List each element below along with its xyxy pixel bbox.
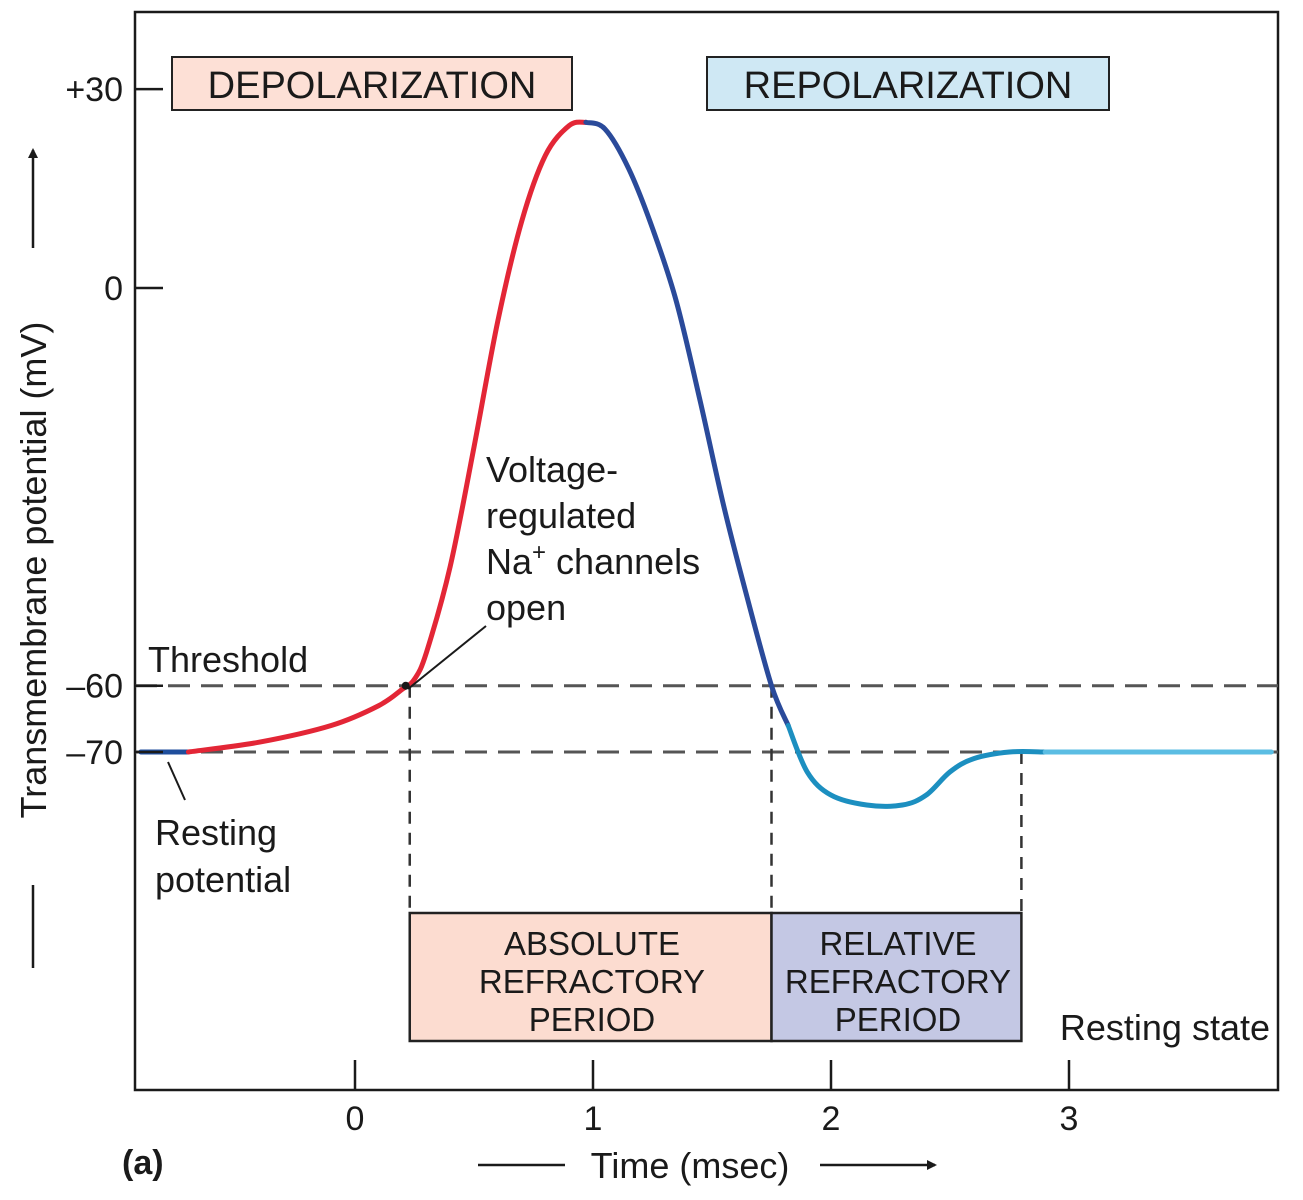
depolarization-label-box xyxy=(171,56,573,111)
resting-potential-annotation: Resting potential xyxy=(155,761,291,900)
absolute-refractory-label-line-2: REFRACTORY xyxy=(479,963,705,1000)
curve-segment-after-hyperpolarization xyxy=(785,723,1048,809)
resting-potential-label-line-1: Resting xyxy=(155,812,277,853)
y-tick-label-3: –70 xyxy=(66,734,123,772)
na-channels-label-line-2: regulated xyxy=(486,495,636,536)
refractory-periods: ABSOLUTE REFRACTORY PERIOD RELATIVE REFR… xyxy=(408,911,1023,1043)
threshold-point xyxy=(401,681,410,690)
panel-label: (a) xyxy=(122,1144,164,1182)
relative-refractory-label-line-1: RELATIVE xyxy=(819,925,976,962)
repolarization-label-box xyxy=(706,56,1110,111)
absolute-refractory-label-line-3: PERIOD xyxy=(529,1001,656,1038)
action-potential-curve xyxy=(138,119,1274,809)
x-axis: 0 1 2 3 xyxy=(346,1060,1079,1138)
y-axis-title: Transmembrane potential (mV) xyxy=(13,322,54,819)
reference-lines xyxy=(135,684,1278,754)
y-tick-label-1: 0 xyxy=(104,270,123,308)
na-channels-label-line-3: Na+ channels xyxy=(486,539,700,582)
na-channels-annotation: Voltage- regulated Na+ channels open xyxy=(407,449,700,690)
absolute-refractory-label-line-1: ABSOLUTE xyxy=(504,925,680,962)
resting-state-label: Resting state xyxy=(1060,1007,1270,1048)
phase-labels: DEPOLARIZATION REPOLARIZATION xyxy=(171,56,1110,111)
na-superscript-plus: + xyxy=(532,539,546,566)
x-axis-title: Time (msec) xyxy=(591,1145,790,1186)
relative-refractory-period-box xyxy=(770,911,1023,1043)
absolute-refractory-period-box xyxy=(408,911,773,1043)
y-axis-title-group: Transmembrane potential (mV) xyxy=(13,148,54,968)
x-tick-label-0: 0 xyxy=(346,1100,365,1138)
na-channels-label-line-1: Voltage- xyxy=(486,449,618,490)
relative-refractory-label-line-2: REFRACTORY xyxy=(785,963,1011,1000)
vertical-markers xyxy=(408,685,1023,913)
curve-segment-depolarization xyxy=(185,119,589,755)
x-tick-label-1: 1 xyxy=(584,1100,603,1138)
x-tick-label-3: 3 xyxy=(1060,1100,1079,1138)
channels-word: channels xyxy=(546,541,700,582)
depolarization-label: DEPOLARIZATION xyxy=(208,65,537,107)
resting-potential-leader xyxy=(167,761,186,801)
na-channels-label-line-4: open xyxy=(486,587,566,628)
resting-potential-label-line-2: potential xyxy=(155,859,291,900)
threshold-label: Threshold xyxy=(148,639,308,680)
na-symbol: Na xyxy=(486,541,533,582)
y-tick-label-0: +30 xyxy=(65,71,123,109)
x-tick-label-2: 2 xyxy=(822,1100,841,1138)
y-axis: +30 0 –60 –70 xyxy=(65,71,163,772)
na-channels-leader xyxy=(407,625,487,690)
y-tick-label-2: –60 xyxy=(66,668,123,706)
curve-segment-repolarization xyxy=(583,119,791,728)
repolarization-label: REPOLARIZATION xyxy=(744,65,1073,107)
relative-refractory-label-line-3: PERIOD xyxy=(835,1001,962,1038)
x-axis-title-group: Time (msec) xyxy=(478,1145,937,1186)
plot-frame xyxy=(133,10,1280,1092)
